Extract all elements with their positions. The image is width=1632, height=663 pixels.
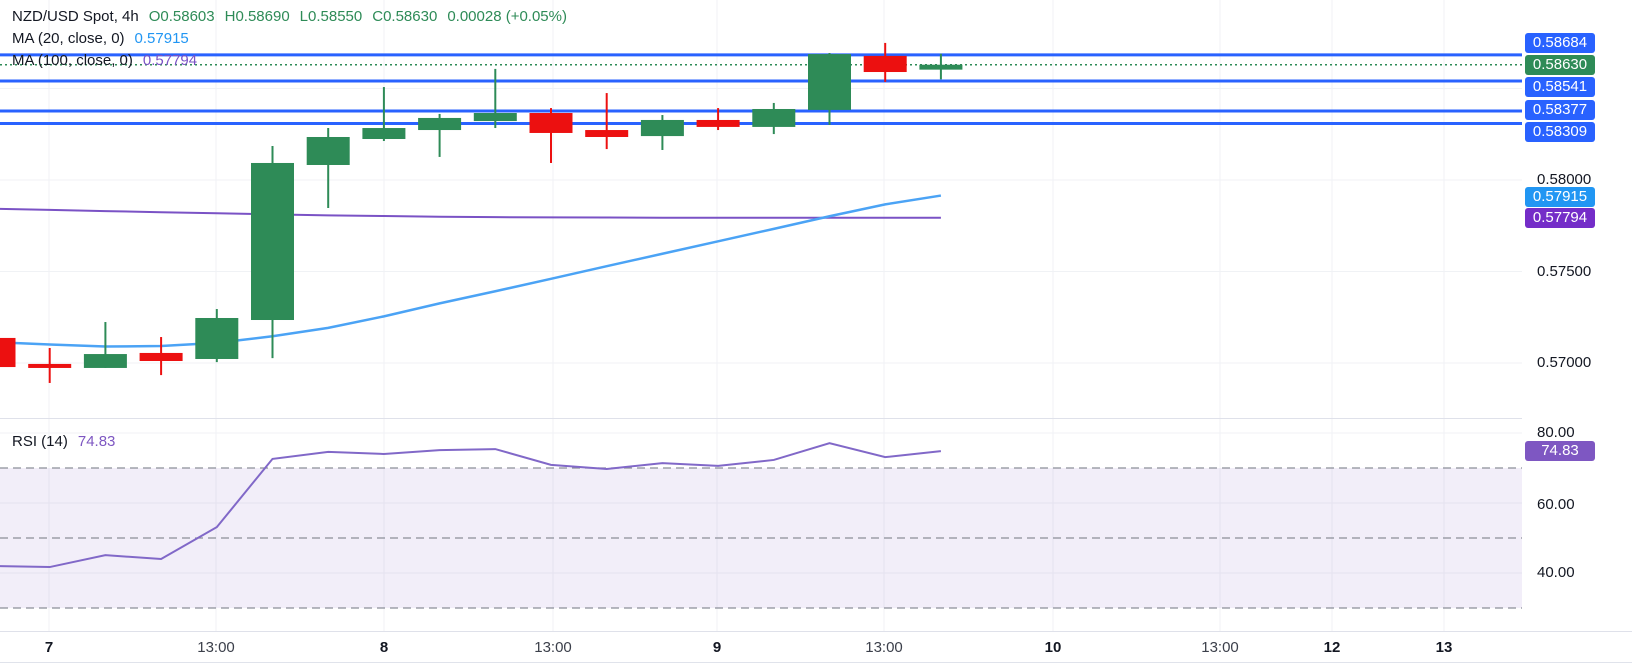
price-label-level: 0.58377	[1525, 100, 1595, 120]
candle-body	[362, 128, 406, 140]
time-axis-day-label: 7	[44, 639, 54, 656]
candle-body	[83, 354, 127, 368]
ma100-value: 0.57794	[142, 52, 198, 69]
price-scale[interactable]: 0.58684 0.58630 0.58541 0.58377 0.58309 0.580…	[1522, 0, 1632, 631]
price-label-ma100: 0.57794	[1525, 208, 1595, 228]
candle-body	[418, 117, 462, 131]
candle-body	[28, 363, 72, 368]
time-axis-day-label: 10	[1044, 639, 1062, 656]
symbol-title: NZD/USD Spot, 4h	[12, 8, 139, 25]
ma20-legend-row[interactable]: MA (20, close, 0) 0.57915	[12, 31, 567, 46]
price-scale-tick: 0.57500	[1537, 263, 1592, 280]
main-legend: NZD/USD Spot, 4h O0.58603 H0.58690 L0.58…	[12, 9, 567, 75]
price-label-level: 0.58309	[1525, 122, 1595, 142]
candle-body	[306, 136, 350, 165]
time-axis-day-label: 12	[1323, 639, 1341, 656]
candle-body	[529, 113, 573, 133]
rsi-legend-row[interactable]: RSI (14) 74.83	[12, 434, 115, 449]
ohlc-high: H0.58690	[224, 8, 290, 25]
time-axis[interactable]: 7 13:00 8 13:00 9 13:00 10 13:00 12 13	[0, 631, 1632, 662]
rsi-value: 74.83	[77, 433, 116, 450]
ma100-label: MA (100, close, 0)	[12, 52, 133, 69]
price-label-close: 0.58630	[1525, 55, 1595, 75]
ma100-line	[0, 207, 941, 219]
candle-body	[139, 352, 183, 362]
candle-body	[195, 317, 239, 359]
pane-separator[interactable]	[0, 418, 1632, 419]
ma20-label: MA (20, close, 0)	[12, 30, 125, 47]
price-label-rsi: 74.83	[1525, 441, 1595, 461]
price-scale-tick: 60.00	[1537, 496, 1575, 513]
candle-body	[752, 108, 796, 127]
time-axis-time-label: 13:00	[865, 639, 903, 656]
rsi-line	[0, 442, 942, 569]
candle-body	[919, 64, 963, 70]
ma20-value: 0.57915	[134, 30, 189, 47]
time-axis-day-label: 13	[1435, 639, 1453, 656]
ohlc-close: C0.58630	[372, 8, 438, 25]
price-scale-tick: 0.58000	[1537, 171, 1592, 188]
ohlc-low: L0.58550	[299, 8, 363, 25]
price-scale-tick: 0.57000	[1537, 354, 1592, 371]
candle-body	[696, 119, 740, 127]
price-label-ma20: 0.57915	[1525, 187, 1595, 207]
ohlc-open: O0.58603	[148, 8, 215, 25]
time-axis-day-label: 8	[379, 639, 389, 656]
rsi-label: RSI (14)	[12, 433, 68, 450]
time-axis-time-label: 13:00	[197, 639, 235, 656]
chart-plot-area[interactable]	[0, 0, 1522, 631]
candle-body	[251, 162, 294, 321]
candle-body	[585, 130, 629, 137]
price-label-level: 0.58684	[1525, 33, 1595, 53]
time-axis-time-label: 13:00	[1201, 639, 1239, 656]
candle-body	[808, 54, 851, 110]
price-scale-tick: 80.00	[1537, 424, 1575, 441]
ohlc-change: 0.00028 (+0.05%)	[447, 8, 567, 25]
candle-body	[473, 113, 517, 122]
time-axis-day-label: 9	[712, 639, 722, 656]
time-axis-time-label: 13:00	[534, 639, 572, 656]
price-label-level: 0.58541	[1525, 77, 1595, 97]
symbol-legend-row[interactable]: NZD/USD Spot, 4h O0.58603 H0.58690 L0.58…	[12, 9, 567, 24]
price-scale-tick: 40.00	[1537, 564, 1575, 581]
candle-body	[863, 55, 907, 73]
candle-body	[0, 337, 16, 368]
ma20-line	[0, 194, 942, 348]
ma100-legend-row[interactable]: MA (100, close, 0) 0.57794	[12, 53, 567, 68]
candle-body	[640, 119, 684, 137]
